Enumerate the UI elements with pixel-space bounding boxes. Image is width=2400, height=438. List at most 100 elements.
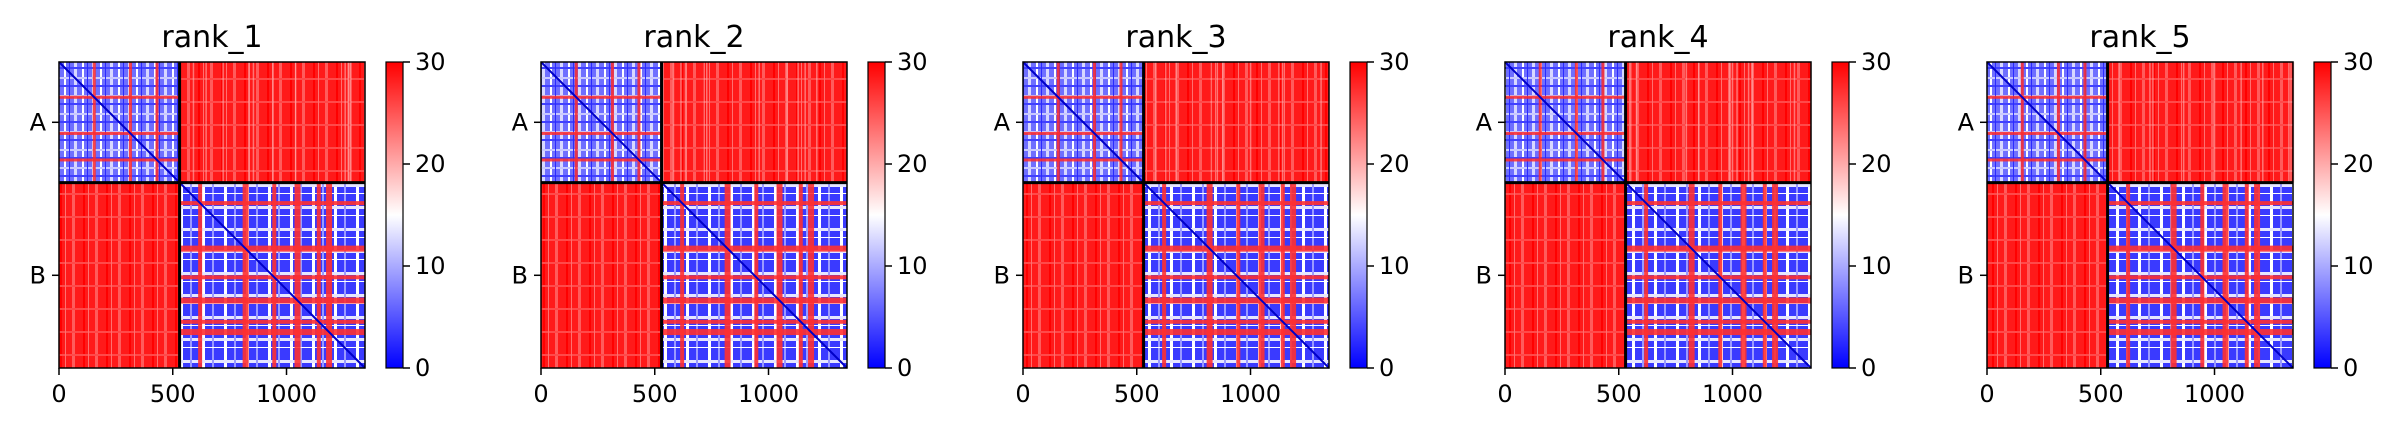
band-B-row: [1143, 319, 1329, 324]
heatmap-image: [58, 61, 366, 369]
band-A-col: [1056, 62, 1060, 183]
block-AB: [661, 62, 847, 183]
x-tick-label: 0: [1497, 380, 1512, 408]
band-A-col: [2056, 62, 2060, 183]
band-B-col: [1280, 182, 1285, 368]
colorbar-tick-label: 0: [1861, 354, 1876, 382]
band-A-col: [610, 62, 614, 183]
band-B-row: [661, 297, 847, 304]
band-B-col: [1718, 182, 1723, 368]
heatmap-panel-2: rank_2 A B 0 500 1000 0 10 20 30: [512, 20, 928, 408]
diagonal-B: [1624, 181, 1812, 369]
band-A-col: [1119, 62, 1123, 183]
colorbar-tick-label: 10: [415, 252, 446, 280]
band-B-col: [754, 182, 759, 368]
y-tick-label: A: [512, 108, 529, 136]
band-A-col: [1538, 62, 1542, 183]
diagonal-A: [1986, 61, 2109, 184]
band-A-col: [128, 62, 132, 183]
band-B-col: [1740, 182, 1747, 368]
streak: [248, 62, 250, 183]
band-A-row: [1505, 158, 1626, 162]
band-A-row: [541, 95, 662, 99]
colorbar: [1831, 61, 1850, 369]
block-AB: [1143, 62, 1329, 183]
streak: [2182, 62, 2185, 183]
block-AB: [1625, 62, 1811, 183]
colorbar-tick-label: 10: [897, 252, 928, 280]
diagonal-B: [660, 181, 848, 369]
streak: [1155, 62, 1157, 183]
streak: [1751, 62, 1754, 183]
streak: [797, 62, 799, 183]
streak: [2288, 62, 2290, 183]
heatmap-image: [1022, 61, 1330, 369]
streak: [1698, 62, 1700, 183]
streak: [816, 62, 818, 183]
band-B-col: [2222, 182, 2229, 368]
band-A-col: [92, 62, 96, 183]
streak: [1793, 62, 1796, 183]
diagonal-A: [58, 61, 181, 184]
y-tick-label: B: [1958, 261, 1974, 289]
streak: [1736, 62, 1738, 183]
axes-frame: [1986, 61, 2294, 369]
band-B-row: [1625, 319, 1811, 324]
colorbar-tick-label: 0: [1379, 354, 1394, 382]
colorbar-tick-label: 30: [415, 48, 446, 76]
colorbar-tick-label: 20: [2343, 150, 2374, 178]
streak: [1249, 62, 1252, 183]
streak: [680, 62, 682, 183]
panel-title: rank_3: [1125, 20, 1226, 55]
band-A-row: [541, 158, 662, 162]
streak: [1222, 62, 1224, 183]
band-B-col: [316, 182, 321, 368]
y-tick-label: A: [1958, 108, 1975, 136]
band-A-row: [1023, 158, 1144, 162]
streak: [1747, 62, 1750, 183]
streak: [1731, 62, 1734, 183]
band-B-row: [179, 329, 365, 336]
streak: [786, 62, 788, 183]
band-B-col: [776, 182, 783, 368]
x-tick-label: 1000: [1702, 380, 1763, 408]
y-tick-label: B: [30, 261, 46, 289]
streak: [2118, 62, 2120, 183]
band-A-col: [2083, 62, 2087, 183]
band-B-row: [1625, 329, 1811, 336]
y-tick-label: A: [30, 108, 47, 136]
band-B-row: [661, 319, 847, 324]
streak: [347, 62, 350, 183]
x-tick-label: 0: [533, 380, 548, 408]
x-tick-label: 0: [1979, 380, 1994, 408]
band-A-row: [1505, 131, 1626, 135]
streak: [192, 62, 195, 183]
colorbar-tick-label: 30: [1379, 48, 1410, 76]
band-B-row: [1625, 297, 1811, 304]
x-tick-label: 500: [1114, 380, 1160, 408]
colorbar-tick-label: 10: [1379, 252, 1410, 280]
colorbar-tick-label: 30: [1861, 48, 1892, 76]
heatmap-panel-4: rank_4 A B 0 500 1000 0 10 20 30: [1476, 20, 1892, 408]
diagonal-A: [1022, 61, 1145, 184]
band-A-row: [1023, 95, 1144, 99]
y-tick-label: B: [1476, 261, 1492, 289]
colorbar-tick-label: 10: [2343, 252, 2374, 280]
band-B-col: [1290, 182, 1297, 368]
band-A-row: [1987, 95, 2108, 99]
streak: [222, 62, 224, 183]
block-AB: [2107, 62, 2293, 183]
x-tick-label: 500: [1596, 380, 1642, 408]
panel-title: rank_5: [2089, 20, 2190, 55]
x-tick-label: 0: [1015, 380, 1030, 408]
band-A-row: [59, 131, 180, 135]
streak: [350, 62, 352, 183]
streak: [684, 62, 687, 183]
colorbar-tick-label: 10: [1861, 252, 1892, 280]
x-tick-label: 1000: [738, 380, 799, 408]
streak: [705, 62, 708, 183]
streak: [1210, 62, 1213, 183]
y-tick-label: B: [512, 261, 528, 289]
band-B-col: [2254, 182, 2261, 368]
axes-frame: [58, 61, 366, 369]
